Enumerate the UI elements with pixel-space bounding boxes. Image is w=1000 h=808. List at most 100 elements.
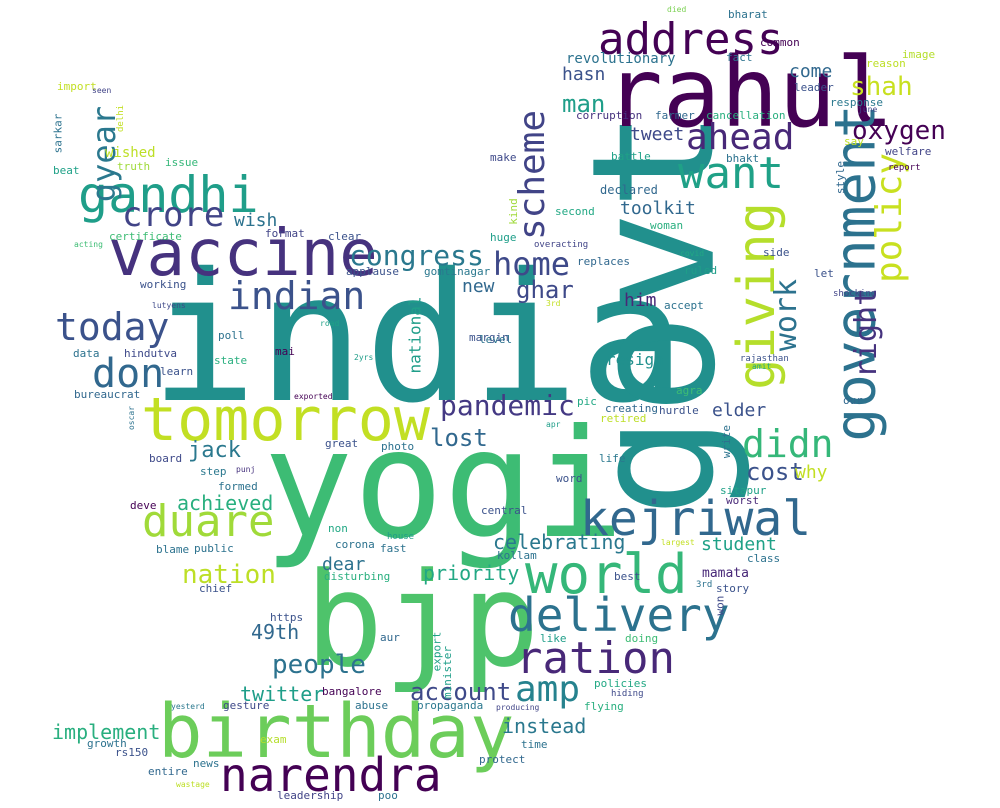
word-hasn: hasn xyxy=(562,64,606,85)
word-deve: deve xyxy=(130,499,157,512)
word-sarkar: sarkar xyxy=(51,113,65,154)
word-overacting: overacting xyxy=(534,240,589,250)
word-replaces: replaces xyxy=(577,255,630,268)
word-response: response xyxy=(830,96,883,109)
word-why: why xyxy=(795,462,828,483)
word-lost: lost xyxy=(430,424,488,452)
word-class: class xyxy=(747,552,781,565)
word-world: world xyxy=(525,543,688,606)
word-cost: cost xyxy=(746,458,804,486)
word-come: come xyxy=(789,61,833,82)
word-accept: accept xyxy=(664,299,704,312)
word-creating: creating xyxy=(605,402,658,415)
word-3rd-small: 3rd xyxy=(546,299,561,308)
word-image: image xyxy=(902,48,936,61)
word-woman: woman xyxy=(650,219,684,232)
word-learn: learn xyxy=(160,365,194,378)
word-non: non xyxy=(328,522,348,535)
word-make: make xyxy=(490,151,517,164)
word-declared: declared xyxy=(600,183,658,197)
word-ahead: ahead xyxy=(686,117,795,158)
word-crore: crore xyxy=(122,195,225,235)
word-oscar: oscar xyxy=(127,405,137,431)
word-applause: applause xyxy=(346,265,399,278)
word-man: man xyxy=(562,90,606,118)
word-road: road xyxy=(320,319,340,328)
word-hiding: hiding xyxy=(611,689,644,699)
word-shocking: shocking xyxy=(833,289,877,299)
word-disturbing: disturbing xyxy=(324,570,391,583)
word-lutyens: lutyens xyxy=(152,301,186,310)
word-margin: margin xyxy=(469,331,509,344)
word-largest: largest xyxy=(661,538,695,547)
word-vaccine: vaccine xyxy=(108,217,378,291)
word-house: house xyxy=(387,532,415,542)
word-policies: policies xyxy=(594,677,647,690)
word-report: report xyxy=(888,163,921,173)
word-import: import xyxy=(57,80,97,93)
word-kejriwal: kejriwal xyxy=(580,491,812,547)
word-implement: implement xyxy=(52,720,161,744)
word-exam: exam xyxy=(260,733,287,746)
word-achieved: achieved xyxy=(177,491,274,515)
word-wish: wish xyxy=(234,210,278,231)
word-working: working xyxy=(140,278,187,291)
word-level: level xyxy=(479,333,513,346)
word-side: side xyxy=(763,246,790,259)
word-pic: pic xyxy=(577,395,597,408)
word-kollam: kollam xyxy=(497,549,537,562)
word-formed: formed xyxy=(218,480,258,493)
word-bangalore: bangalore xyxy=(322,685,382,698)
word-scheme: scheme xyxy=(512,109,554,241)
word-word: word xyxy=(556,472,583,485)
word-kind: kind xyxy=(506,198,520,225)
word-huge: huge xyxy=(490,231,517,244)
word-reason: reason xyxy=(866,57,906,70)
word-public: public xyxy=(194,542,234,555)
word-june: june xyxy=(858,105,878,114)
word-mai: mai xyxy=(275,345,295,358)
word-wastage: wastage xyxy=(176,780,210,789)
word-best: best xyxy=(614,570,641,583)
word-yogi: yogi xyxy=(263,398,625,572)
word-sitapur: sitapur xyxy=(720,484,767,497)
word-poll: poll xyxy=(218,329,245,342)
word-address: address xyxy=(598,14,784,65)
word-https: https xyxy=(270,611,304,624)
word-ghar: ghar xyxy=(516,276,574,304)
word-new: new xyxy=(462,276,495,297)
word-amp: amp xyxy=(515,669,581,710)
word-growth: growth xyxy=(87,737,127,750)
word-producing: producing xyxy=(496,703,540,712)
word-welfare: welfare xyxy=(885,145,932,158)
word-seen: seen xyxy=(92,86,112,95)
word-twitter: twitter xyxy=(240,682,325,706)
word-nation: nation xyxy=(182,560,276,590)
word-national: national xyxy=(405,296,425,374)
word-delivery: delivery xyxy=(508,588,730,642)
word-yesterd: yesterd xyxy=(171,702,205,711)
word-congress: congress xyxy=(349,239,484,272)
word-duare: duare xyxy=(142,496,275,547)
word-great: great xyxy=(325,437,359,450)
word-our: our xyxy=(843,394,863,407)
word-data: data xyxy=(73,347,100,360)
word-tweet: tweet xyxy=(630,124,685,145)
word-time: time xyxy=(521,738,548,751)
word-abuse: abuse xyxy=(355,699,389,712)
word-wished: wished xyxy=(105,145,156,161)
word-elder: elder xyxy=(712,400,767,421)
word-board: board xyxy=(149,452,183,465)
word-propaganda: propaganda xyxy=(417,699,484,712)
word-battle: battle xyxy=(611,150,651,163)
word-hindutva: hindutva xyxy=(124,347,177,360)
word-minister: minister xyxy=(440,646,454,699)
word-let: let xyxy=(814,267,834,280)
word-agra: agra xyxy=(676,384,703,397)
word-delhi: delhi xyxy=(116,104,127,133)
word-2yrs: 2yrs xyxy=(354,353,374,362)
word-indian: indian xyxy=(228,274,366,318)
word-leadership: leadership xyxy=(277,789,344,802)
word-account: account xyxy=(410,678,512,706)
